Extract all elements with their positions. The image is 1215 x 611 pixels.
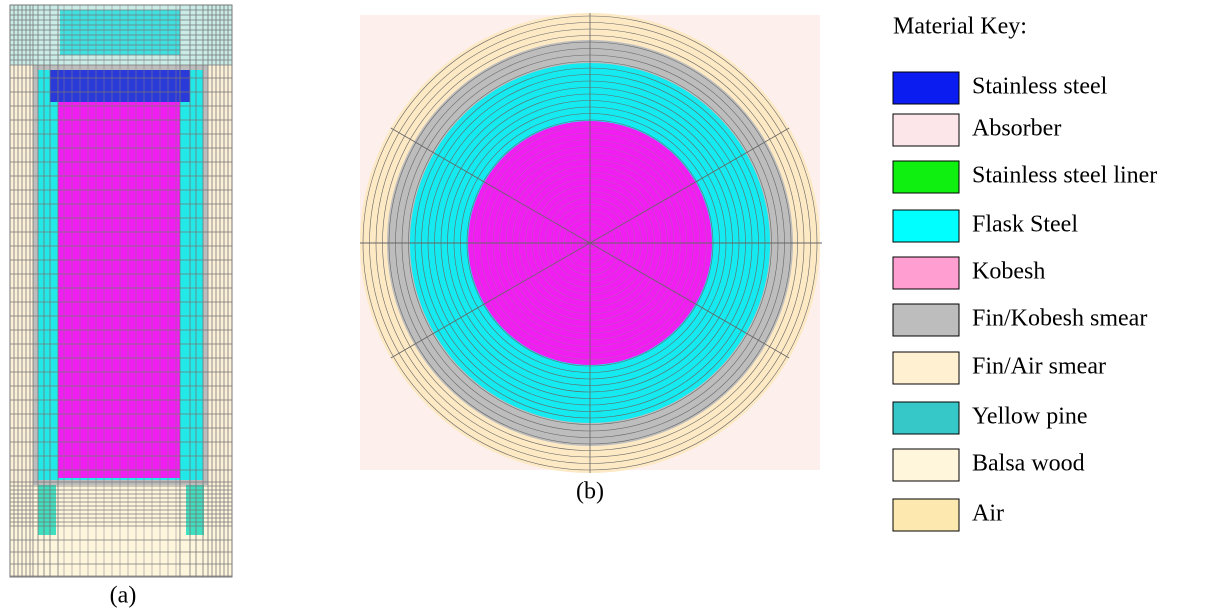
legend-title: Material Key: [893,14,1027,40]
legend-label: Balsa wood [972,451,1085,477]
kobesh-core [58,102,180,478]
legend-swatch [893,402,959,434]
legend-swatch [893,352,959,384]
legend-label: Fin/Kobesh smear [972,306,1147,332]
legend-swatch [893,257,959,289]
legend-label: Stainless steel [972,74,1108,100]
caption: (b) [576,479,604,505]
legend-label: Stainless steel liner [972,163,1157,189]
legend-swatch [893,161,959,193]
axial-mesh [10,5,232,577]
legend-swatch [893,72,959,104]
legend-label: Yellow pine [972,404,1088,430]
legend-swatch [893,210,959,242]
caption: (a) [110,583,137,609]
figure-canvas: (a) (b) Material Key: Stainless steel Abs… [0,0,1215,611]
legend-swatch [893,114,959,146]
legend-label: Kobesh [972,259,1045,285]
legend-label: Absorber [972,116,1061,142]
legend-label: Air [972,501,1004,527]
legend-label: Fin/Air smear [972,354,1106,380]
legend: Stainless steel Absorber Stainless steel l… [893,72,1157,531]
legend-label: Flask Steel [972,212,1078,238]
figure: (a) (b) Material Key: Stainless steel Abs… [0,0,1215,611]
legend-swatch [893,499,959,531]
legend-swatch [893,449,959,481]
legend-swatch [893,304,959,336]
